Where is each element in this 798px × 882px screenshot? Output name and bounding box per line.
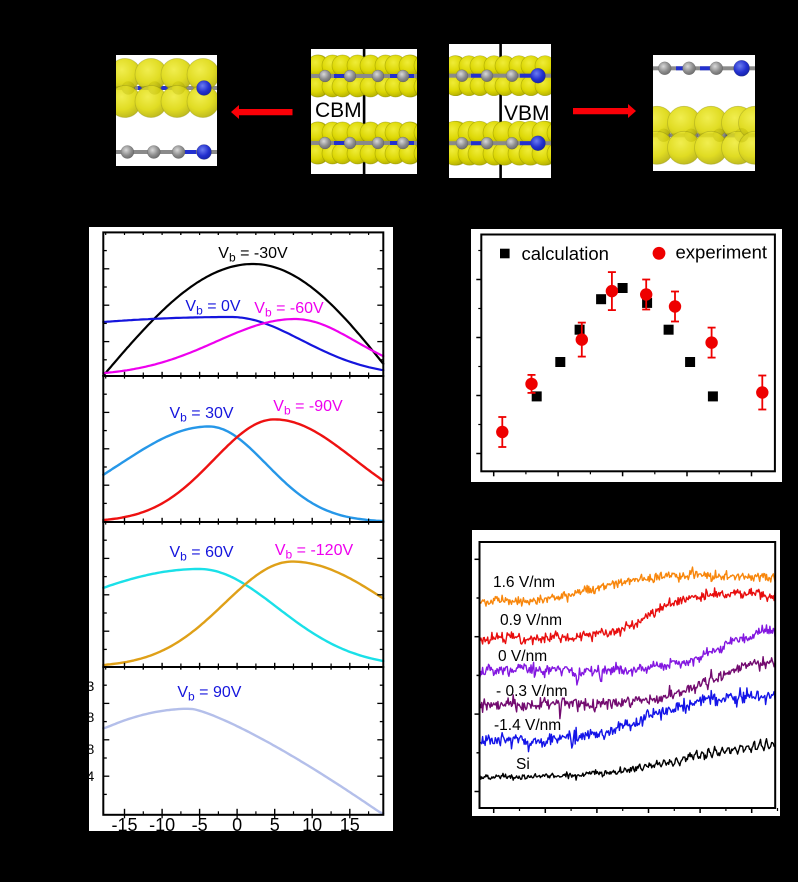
svg-text:Vb = -60V: Vb = -60V <box>254 300 324 320</box>
svg-text:15: 15 <box>340 815 360 835</box>
svg-text:Vb = 90V: Vb = 90V <box>177 684 241 704</box>
svg-text:CBM: CBM <box>315 99 362 122</box>
svg-text:Vb = 30V: Vb = 30V <box>169 405 233 425</box>
svg-text:8: 8 <box>87 709 95 725</box>
svg-text:4: 4 <box>87 768 95 784</box>
svg-text:experiment: experiment <box>676 242 768 263</box>
svg-text:3: 3 <box>87 678 95 694</box>
svg-text:Vb = -120V: Vb = -120V <box>275 542 354 562</box>
svg-text:Si: Si <box>516 756 530 773</box>
svg-text:calculation: calculation <box>522 243 609 264</box>
svg-text:Vb = 60V: Vb = 60V <box>169 544 233 564</box>
svg-text:-1.4 V/nm: -1.4 V/nm <box>494 717 561 734</box>
svg-text:-10: -10 <box>149 815 175 835</box>
svg-text:0.9 V/nm: 0.9 V/nm <box>500 612 562 629</box>
svg-text:0 V/nm: 0 V/nm <box>498 648 547 665</box>
svg-text:10: 10 <box>302 815 322 835</box>
svg-text:5: 5 <box>270 815 280 835</box>
svg-text:Vb = -90V: Vb = -90V <box>273 398 343 418</box>
svg-text:0: 0 <box>232 815 242 835</box>
svg-text:-15: -15 <box>111 815 137 835</box>
svg-text:8: 8 <box>87 741 95 757</box>
svg-text:Vb = 0V: Vb = 0V <box>185 298 240 318</box>
svg-text:- 0.3 V/nm: - 0.3 V/nm <box>496 683 568 700</box>
svg-text:Vb = -30V: Vb = -30V <box>218 245 288 265</box>
svg-text:1.6 V/nm: 1.6 V/nm <box>493 574 555 591</box>
svg-text:VBM: VBM <box>504 102 550 125</box>
svg-text:-5: -5 <box>192 815 208 835</box>
